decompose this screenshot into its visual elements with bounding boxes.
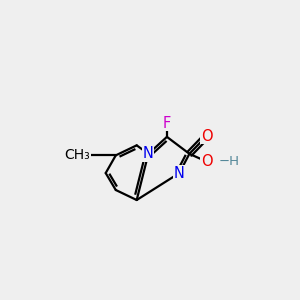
Text: F: F (163, 116, 171, 130)
Text: N: N (174, 166, 185, 181)
Text: O: O (201, 129, 212, 144)
Text: −H: −H (218, 155, 239, 168)
Text: O: O (201, 154, 212, 169)
Text: CH₃: CH₃ (64, 148, 90, 162)
Text: N: N (143, 146, 154, 161)
